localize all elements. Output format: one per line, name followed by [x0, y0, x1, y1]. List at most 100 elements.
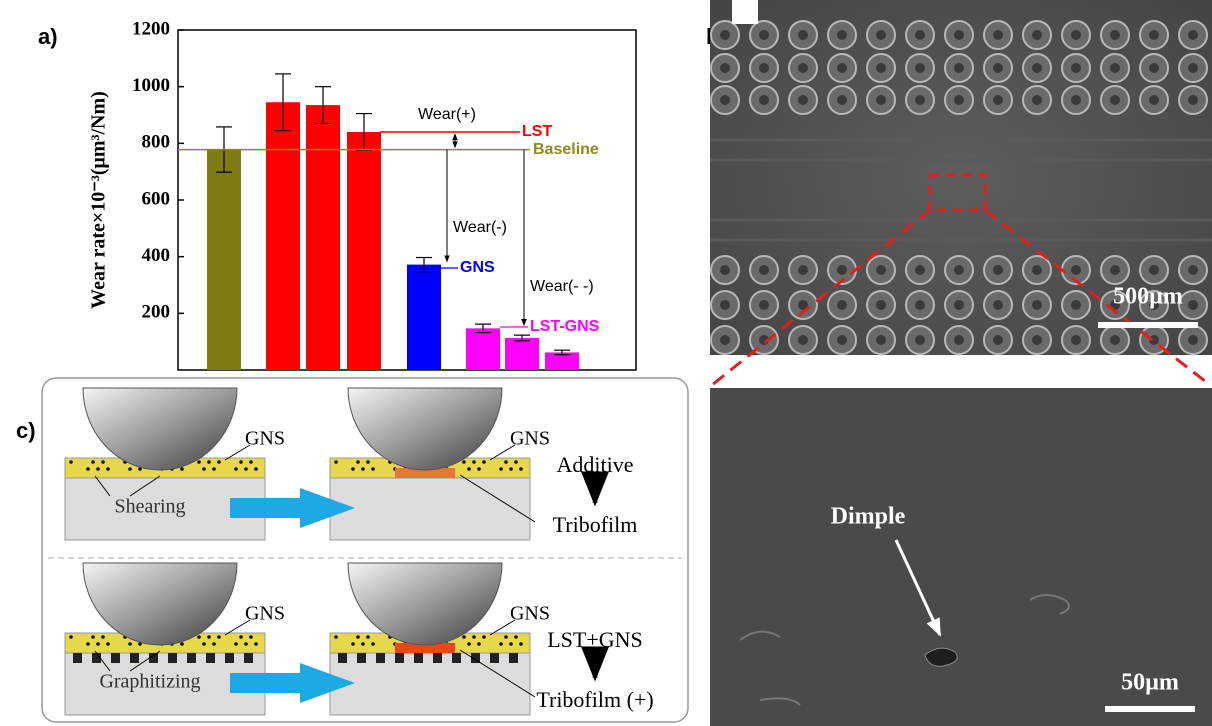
texture-pit — [509, 653, 518, 663]
particle — [96, 642, 100, 646]
dimple-core — [720, 335, 730, 345]
y-tick-label: 400 — [142, 245, 171, 266]
particle — [462, 460, 466, 464]
dimple-core — [1149, 300, 1159, 310]
result-leader — [459, 649, 536, 698]
dimple-core — [798, 335, 808, 345]
bar — [466, 328, 500, 370]
particle — [467, 467, 471, 471]
dimple-core — [1188, 265, 1198, 275]
dimple-core — [1110, 63, 1120, 73]
particle — [212, 467, 216, 471]
tribofilm — [395, 643, 455, 653]
dimple-core — [915, 335, 925, 345]
process-arrow — [230, 663, 355, 703]
dimple-core — [1071, 30, 1081, 40]
dimple-core — [759, 265, 769, 275]
feature-arrow — [894, 539, 942, 637]
particle — [101, 635, 105, 639]
bar — [545, 352, 579, 370]
particle — [361, 467, 365, 471]
particle — [69, 635, 73, 639]
leader — [489, 619, 516, 636]
leader — [489, 444, 516, 461]
dimple-core — [837, 63, 847, 73]
dimple-core — [993, 95, 1003, 105]
dimple-core — [1149, 265, 1159, 275]
particle — [467, 642, 471, 646]
dimple-core — [915, 30, 925, 40]
particle — [499, 642, 503, 646]
particle — [482, 635, 486, 639]
dimple-core — [1188, 300, 1198, 310]
particle — [249, 635, 253, 639]
dimple-core — [876, 300, 886, 310]
particle — [202, 642, 206, 646]
leader — [224, 444, 251, 461]
dimple-core — [837, 300, 847, 310]
dimple-core — [1149, 30, 1159, 40]
particle — [91, 460, 95, 464]
y-tick-label: 600 — [142, 188, 171, 209]
dimple-core — [1032, 30, 1042, 40]
substrate — [329, 477, 531, 541]
leader — [224, 619, 251, 636]
dimple-core — [993, 265, 1003, 275]
dimple-core — [1110, 95, 1120, 105]
particle — [234, 467, 238, 471]
particle — [202, 467, 206, 471]
particle — [356, 460, 360, 464]
particle — [472, 635, 476, 639]
particle — [254, 467, 258, 471]
ball — [347, 387, 503, 471]
texture-pit — [187, 653, 196, 663]
particle — [519, 467, 523, 471]
particle — [519, 642, 523, 646]
particle — [509, 467, 513, 471]
texture-pit — [225, 653, 234, 663]
texture-pit — [92, 653, 101, 663]
particle — [106, 642, 110, 646]
texture-pit — [149, 653, 158, 663]
particle — [86, 642, 90, 646]
ball — [82, 387, 238, 471]
texture-pit — [130, 653, 139, 663]
particle-label: GNS — [245, 428, 285, 450]
dimple-core — [1032, 335, 1042, 345]
dimple-core — [876, 30, 886, 40]
result-leader — [459, 474, 536, 523]
bar-chart: 200 400 600 800 1000 1200 Wear rate×10⁻³(μm³/N… — [88, 18, 637, 371]
texture-pit — [490, 653, 499, 663]
feature-label: Dimple — [831, 504, 906, 530]
result-label: Tribofilm (+) — [536, 687, 653, 712]
dimple-core — [1149, 63, 1159, 73]
particle — [212, 642, 216, 646]
particle — [482, 460, 486, 464]
process-label: Graphitizing — [99, 671, 200, 693]
texture-pit — [376, 653, 385, 663]
particle — [462, 635, 466, 639]
dimple-core — [1071, 335, 1081, 345]
bar — [347, 132, 381, 370]
reference-label: Baseline — [533, 141, 599, 158]
dimple-core — [876, 63, 886, 73]
particle — [509, 642, 513, 646]
group-label: GNS — [460, 259, 495, 276]
particle — [361, 642, 365, 646]
texture-pit — [206, 653, 215, 663]
dimple-core — [798, 30, 808, 40]
particle — [96, 467, 100, 471]
particle — [351, 467, 355, 471]
dimple-core — [993, 300, 1003, 310]
particle — [249, 460, 253, 464]
scale-bar-label: 50µm — [1121, 670, 1179, 696]
particle — [356, 635, 360, 639]
dimple-core — [993, 63, 1003, 73]
dimple-core — [915, 63, 925, 73]
sem-images: 500µm 50µm Dimple — [710, 0, 1212, 726]
dimple-core — [837, 335, 847, 345]
bar — [407, 264, 441, 370]
reference-label: LST — [522, 123, 552, 140]
particle — [101, 460, 105, 464]
particle — [244, 642, 248, 646]
